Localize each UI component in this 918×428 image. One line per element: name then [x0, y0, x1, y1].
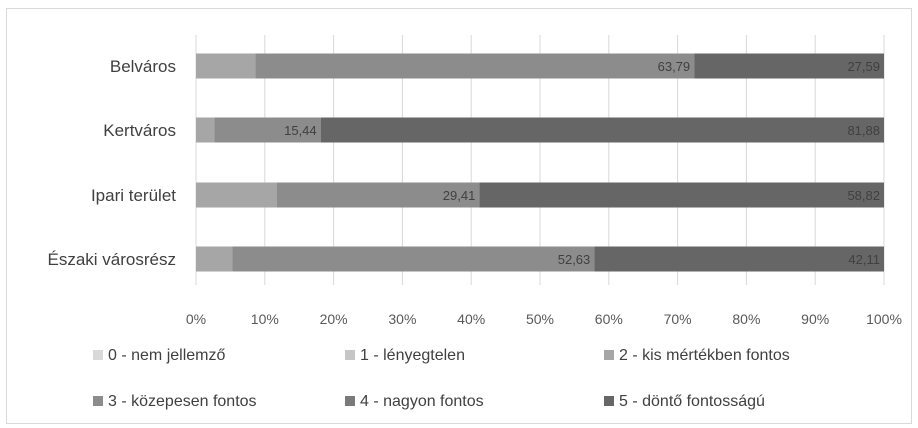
data-label: 58,82 [847, 188, 880, 203]
category-label: Kertváros [103, 121, 176, 140]
legend-label: 0 - nem jellemző [108, 347, 225, 364]
bar-segment [196, 182, 277, 208]
x-tick-label: 40% [457, 311, 485, 327]
legend-swatch [604, 350, 614, 360]
x-tick-label: 50% [526, 311, 554, 327]
category-label: Északi városrész [48, 250, 176, 269]
x-tick-label: 0% [186, 311, 206, 327]
x-tick-label: 70% [664, 311, 692, 327]
legend-swatch [345, 396, 355, 406]
bar-segment [214, 117, 321, 143]
bar-segment [479, 182, 884, 208]
data-label: 15,44 [284, 123, 317, 138]
legend-swatch [604, 396, 614, 406]
data-label: 27,59 [847, 59, 880, 74]
data-label: 63,79 [658, 59, 691, 74]
x-axis-ticks: 0% 10% 20% 30% 40% 50% 60% 70% 80% 90% 100% [186, 311, 902, 327]
bar-segment [232, 246, 595, 272]
data-label: 42,11 [848, 252, 880, 267]
category-label: Belváros [110, 57, 176, 76]
legend-label: 3 - közepesen fontos [108, 393, 257, 410]
bar-segment [276, 182, 480, 208]
legend-swatch [93, 396, 103, 406]
legend-swatch [93, 350, 103, 360]
legend-label: 2 - kis mértékben fontos [619, 347, 790, 364]
legend-label: 5 - döntő fontosságú [619, 393, 765, 410]
x-tick-label: 30% [388, 311, 416, 327]
data-labels: 63,79 27,59 15,44 81,88 29,41 58,82 52,63 42,11 [284, 59, 880, 267]
bar-segment [196, 117, 215, 143]
bar-segment [320, 117, 884, 143]
legend-swatch [345, 350, 355, 360]
category-labels: Belváros Kertváros Ipari terület Északi vár… [48, 57, 177, 269]
x-tick-label: 80% [732, 311, 760, 327]
bar-segment [255, 53, 695, 79]
x-tick-label: 10% [251, 311, 279, 327]
bar-segment [196, 53, 256, 79]
legend-label: 4 - nagyon fontos [360, 393, 484, 410]
data-label: 52,63 [558, 252, 591, 267]
legend-label: 1 - lényegtelen [360, 347, 465, 364]
data-label: 81,88 [847, 123, 880, 138]
x-tick-label: 60% [595, 311, 623, 327]
bar-segment [594, 246, 884, 272]
data-label: 29,41 [443, 188, 476, 203]
bar-segment [694, 53, 884, 79]
x-tick-label: 100% [866, 311, 902, 327]
legend: 0 - nem jellemző 1 - lényegtelen 2 - kis m… [93, 347, 790, 410]
bars [196, 53, 884, 272]
bar-segment [196, 246, 233, 272]
category-label: Ipari terület [91, 186, 176, 205]
x-tick-label: 90% [801, 311, 829, 327]
x-tick-label: 20% [320, 311, 348, 327]
